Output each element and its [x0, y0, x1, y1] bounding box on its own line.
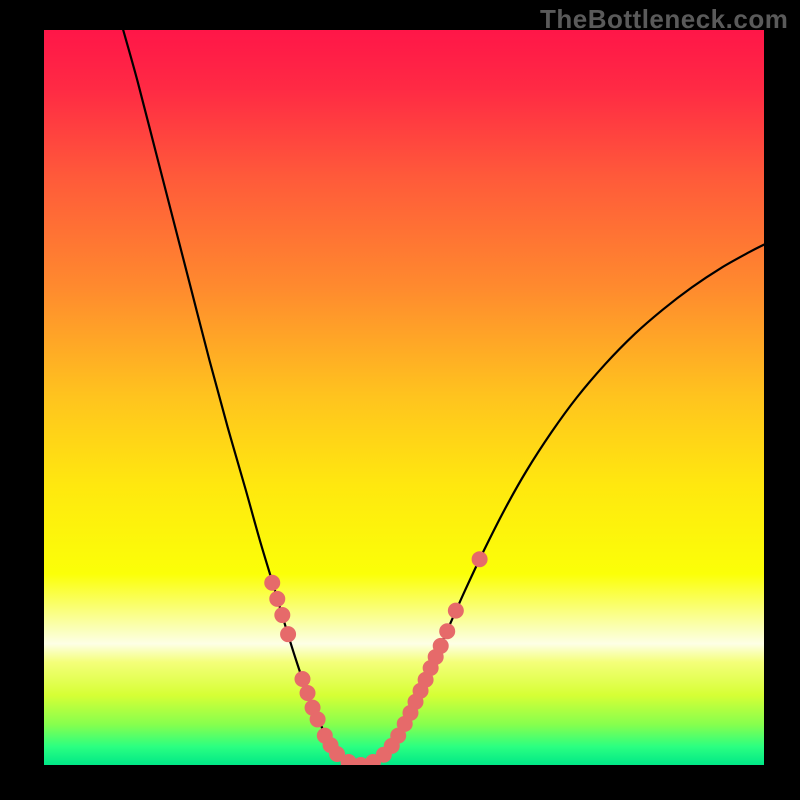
marker-point	[300, 685, 315, 700]
marker-point	[295, 672, 310, 687]
watermark-text: TheBottleneck.com	[540, 4, 788, 34]
marker-point	[448, 603, 463, 618]
marker-point	[270, 591, 285, 606]
watermark: TheBottleneck.com	[540, 4, 788, 35]
marker-point	[310, 712, 325, 727]
marker-point	[472, 552, 487, 567]
marker-point	[281, 627, 296, 642]
marker-point	[433, 638, 448, 653]
marker-point	[275, 608, 290, 623]
plot-area	[44, 30, 764, 765]
bottleneck-curve	[123, 30, 764, 765]
marker-group	[265, 552, 487, 765]
chart-svg	[44, 30, 764, 765]
marker-point	[440, 624, 455, 639]
marker-point	[265, 575, 280, 590]
